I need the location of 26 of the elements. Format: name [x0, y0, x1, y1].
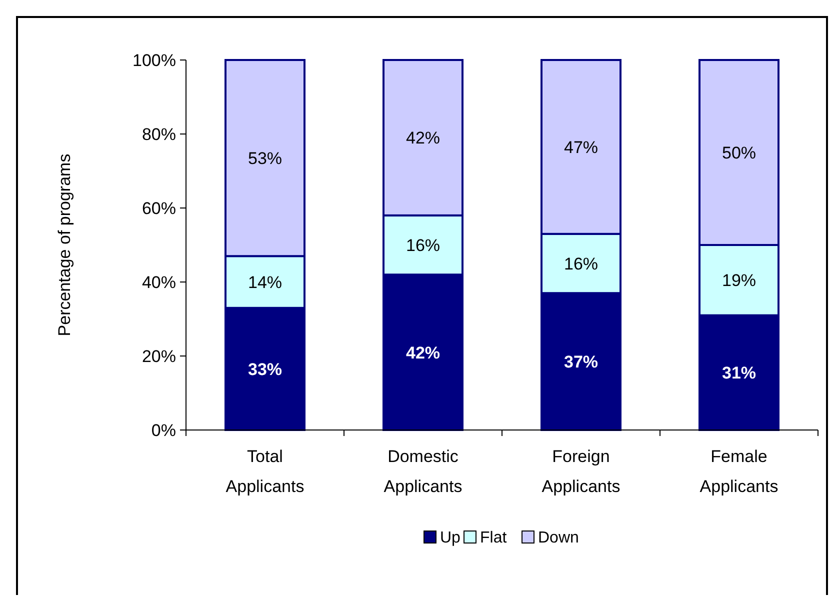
- data-label: 50%: [722, 143, 756, 162]
- data-label: 19%: [722, 271, 756, 290]
- data-label: 14%: [248, 272, 282, 292]
- x-tick-label: Domestic Applicants: [384, 447, 462, 496]
- y-tick-label: 80%: [142, 124, 176, 144]
- data-label: 42%: [406, 128, 440, 148]
- y-tick-label: 0%: [151, 420, 176, 440]
- legend-label: Down: [538, 530, 579, 547]
- y-tick-label: 40%: [142, 272, 176, 292]
- data-label: 33%: [248, 360, 282, 379]
- x-tick-label: Total Applicants: [226, 447, 304, 496]
- legend-label: Flat: [480, 530, 508, 547]
- y-tick-label: 60%: [142, 198, 176, 218]
- x-tick-label: Female Applicants: [700, 447, 778, 496]
- data-label: 31%: [722, 364, 756, 383]
- data-label: 42%: [406, 343, 440, 362]
- legend-label: Up: [440, 530, 461, 547]
- data-label: 37%: [564, 352, 598, 372]
- y-axis-title: Percentage of programs: [55, 154, 74, 336]
- data-label: 47%: [564, 138, 598, 157]
- data-label: 16%: [564, 254, 598, 274]
- data-label: 53%: [248, 149, 282, 168]
- y-tick-label: 20%: [142, 346, 176, 366]
- data-label: 16%: [406, 236, 440, 255]
- x-tick-label: Foreign Applicants: [542, 447, 620, 496]
- y-tick-label: 100%: [132, 50, 176, 70]
